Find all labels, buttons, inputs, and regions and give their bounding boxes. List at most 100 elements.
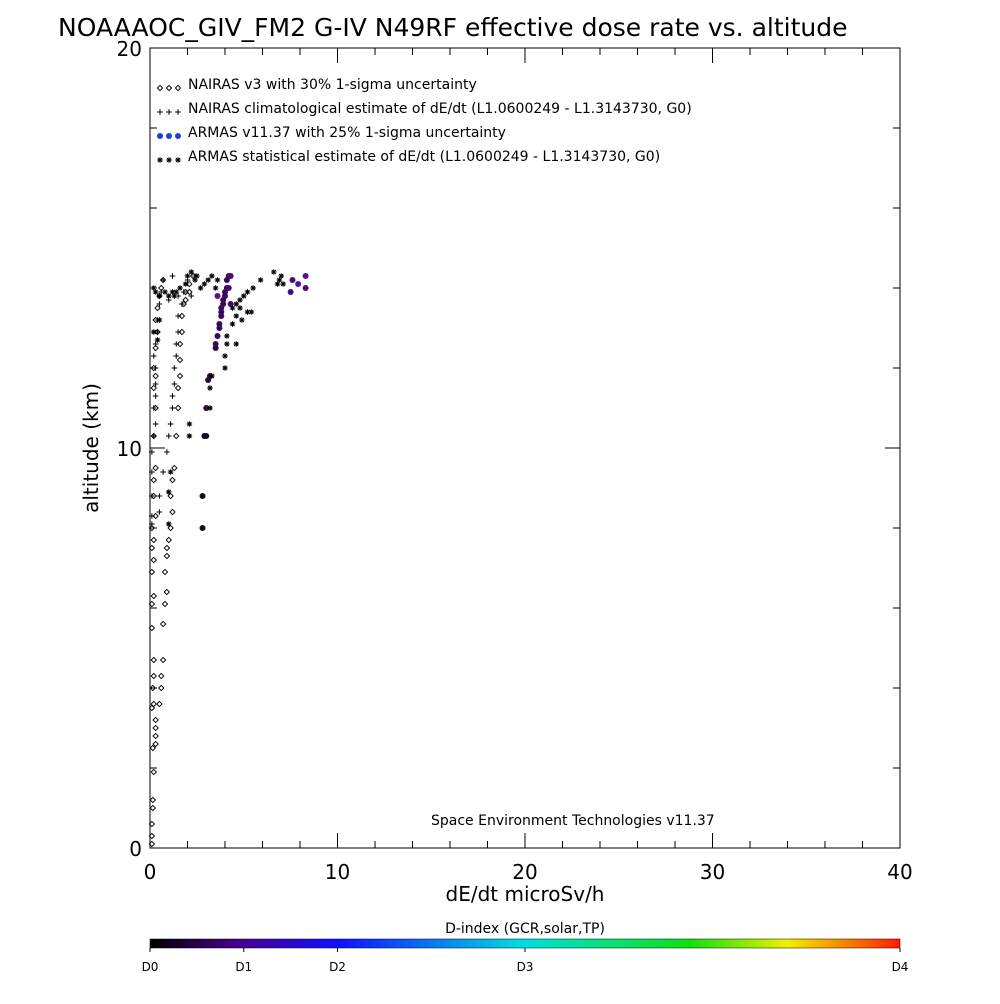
data-point-asterisk xyxy=(192,277,198,283)
data-point-asterisk xyxy=(188,269,195,275)
data-point-diamond xyxy=(161,568,169,576)
data-point-asterisk xyxy=(209,373,215,379)
data-point-diamond xyxy=(148,820,156,828)
data-point-asterisk xyxy=(270,269,277,275)
data-point-diamond xyxy=(176,372,184,380)
data-point-asterisk xyxy=(165,521,172,527)
x-tick-label: 40 xyxy=(887,860,912,884)
data-point-asterisk xyxy=(177,285,183,291)
data-point-plus xyxy=(169,405,176,411)
data-point-diamond xyxy=(150,476,157,484)
colorbar-title: D-index (GCR,solar,TP) xyxy=(445,921,605,937)
data-point-asterisk xyxy=(169,289,176,295)
data-point-diamond xyxy=(152,344,159,352)
series-plus xyxy=(149,273,198,527)
legend-marker-diamond xyxy=(156,84,164,92)
axis-ticks xyxy=(149,47,901,849)
data-point-plus xyxy=(167,421,174,427)
y-tick-label: 0 xyxy=(129,837,142,861)
data-point-asterisk xyxy=(207,405,213,411)
data-point-asterisk xyxy=(167,469,174,475)
data-point-diamond xyxy=(152,512,159,520)
data-point-diamond xyxy=(150,672,157,680)
data-point-diamond xyxy=(176,356,184,364)
data-point-asterisk xyxy=(244,309,251,315)
data-point-asterisk xyxy=(207,385,213,391)
data-point-diamond xyxy=(148,524,156,532)
data-point-plus xyxy=(152,393,159,399)
data-point-plus xyxy=(180,289,187,295)
data-point-dot xyxy=(302,285,309,291)
colorbar-ticks: D0 D1 D2 D3 D4 xyxy=(142,948,908,974)
data-point-plus xyxy=(171,381,178,387)
data-point-diamond xyxy=(149,804,157,812)
data-point-plus xyxy=(175,329,181,335)
credit-text: Space Environment Technologies v11.37 xyxy=(431,813,715,829)
data-point-diamond xyxy=(152,464,159,472)
data-point-asterisk xyxy=(233,341,240,347)
colorbar-tick-label: D1 xyxy=(235,960,252,974)
colorbar xyxy=(149,938,901,949)
data-point-diamond xyxy=(150,592,157,600)
data-point-asterisk xyxy=(224,341,230,347)
data-point-asterisk xyxy=(233,301,240,307)
data-point-dot xyxy=(289,277,296,283)
data-point-diamond xyxy=(186,280,193,288)
data-point-asterisk xyxy=(186,433,193,439)
plot-frame xyxy=(149,47,901,849)
data-point-diamond xyxy=(173,432,180,440)
legend-marker-dot xyxy=(166,133,172,139)
data-point-asterisk xyxy=(182,281,189,287)
legend-label: ARMAS v11.37 with 25% 1-sigma uncertaint… xyxy=(188,125,506,141)
data-point-dot xyxy=(287,289,294,295)
data-point-asterisk xyxy=(239,317,245,323)
axis-tick-labels: 0 10 20 30 40 0 10 20 xyxy=(117,37,913,884)
data-point-asterisk xyxy=(171,293,178,299)
data-point-plus xyxy=(150,405,157,411)
data-point-asterisk xyxy=(150,285,157,291)
data-point-diamond xyxy=(152,724,159,732)
data-point-diamond xyxy=(148,704,156,712)
data-point-dot xyxy=(295,281,302,287)
data-point-diamond xyxy=(150,556,157,564)
colorbar-tick-label: D2 xyxy=(329,960,346,974)
data-point-plus xyxy=(188,293,195,299)
x-axis-label: dE/dt microSv/h xyxy=(446,882,605,906)
data-point-diamond xyxy=(174,384,182,392)
data-point-asterisk xyxy=(156,317,163,323)
data-point-asterisk xyxy=(244,289,251,295)
data-point-plus xyxy=(152,341,159,347)
data-point-diamond xyxy=(150,700,157,708)
data-point-diamond xyxy=(178,328,186,336)
data-point-asterisk xyxy=(229,321,236,327)
data-point-plus xyxy=(149,513,155,519)
data-point-dot xyxy=(203,405,210,411)
chart-title: NOAAAOC_GIV_FM2 G-IV N49RF effective dos… xyxy=(58,13,847,42)
legend-marker-dot xyxy=(175,133,181,139)
data-point-asterisk xyxy=(222,353,228,359)
series-diamond xyxy=(148,272,197,848)
y-axis-label: altitude (km) xyxy=(79,383,103,513)
data-point-plus xyxy=(156,493,163,499)
data-point-plus xyxy=(149,521,155,527)
data-point-asterisk xyxy=(276,277,283,283)
data-point-diamond xyxy=(163,588,171,596)
data-point-asterisk xyxy=(237,297,243,303)
data-point-asterisk xyxy=(274,281,281,287)
data-point-diamond xyxy=(150,384,157,392)
data-point-diamond xyxy=(149,744,157,752)
legend: NAIRAS v3 with 30% 1-sigma uncertainty NA… xyxy=(156,77,692,165)
data-point-asterisk xyxy=(165,293,172,299)
data-point-asterisk xyxy=(257,277,264,283)
data-point-diamond xyxy=(176,340,184,348)
data-point-plus xyxy=(173,353,180,359)
data-point-diamond xyxy=(169,508,176,516)
data-point-dot xyxy=(199,525,206,531)
legend-marker-diamond xyxy=(174,84,182,92)
data-point-asterisk xyxy=(162,289,168,295)
data-point-plus xyxy=(175,313,181,319)
data-point-asterisk xyxy=(156,293,163,299)
data-point-diamond xyxy=(150,656,157,664)
data-point-plus xyxy=(150,433,157,439)
data-point-diamond xyxy=(148,600,156,608)
